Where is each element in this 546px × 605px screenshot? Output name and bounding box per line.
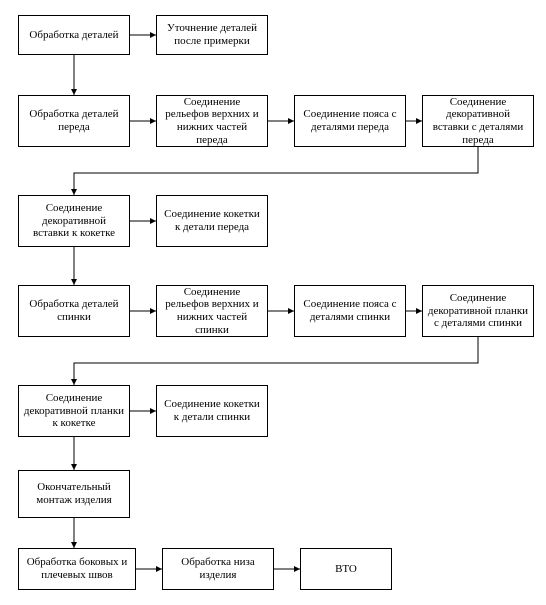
node-insert-to-yoke: Соединение декоративной вставки к кокетк… — [18, 195, 130, 247]
node-back-reliefs: Соединение рельефов верхних и нижних час… — [156, 285, 268, 337]
node-hem: Обработка низа изделия — [162, 548, 274, 590]
node-yoke-to-front: Соединение кокетки к детали переда — [156, 195, 268, 247]
node-back-placket: Соединение декоративной планки с деталям… — [422, 285, 534, 337]
node-side-shoulder-seams: Обработка боковых и плечевых швов — [18, 548, 136, 590]
node-front-details: Обработка деталей переда — [18, 95, 130, 147]
node-process-details: Обработка деталей — [18, 15, 130, 55]
node-placket-to-yoke: Соединение декоративной планки к кокетке — [18, 385, 130, 437]
node-front-insert: Соединение декоративной вставки с деталя… — [422, 95, 534, 147]
node-refine-after-fitting: Уточнение деталей после примерки — [156, 15, 268, 55]
node-back-details: Обработка деталей спинки — [18, 285, 130, 337]
node-back-belt: Соединение пояса с деталями спинки — [294, 285, 406, 337]
node-vto: ВТО — [300, 548, 392, 590]
node-final-assembly: Окончательный монтаж изделия — [18, 470, 130, 518]
flowchart-canvas: Обработка деталей Уточнение деталей посл… — [0, 0, 546, 605]
node-front-belt: Соединение пояса с деталями переда — [294, 95, 406, 147]
node-yoke-to-back: Соединение кокетки к детали спинки — [156, 385, 268, 437]
node-front-reliefs: Соединение рельефов верхних и нижних час… — [156, 95, 268, 147]
